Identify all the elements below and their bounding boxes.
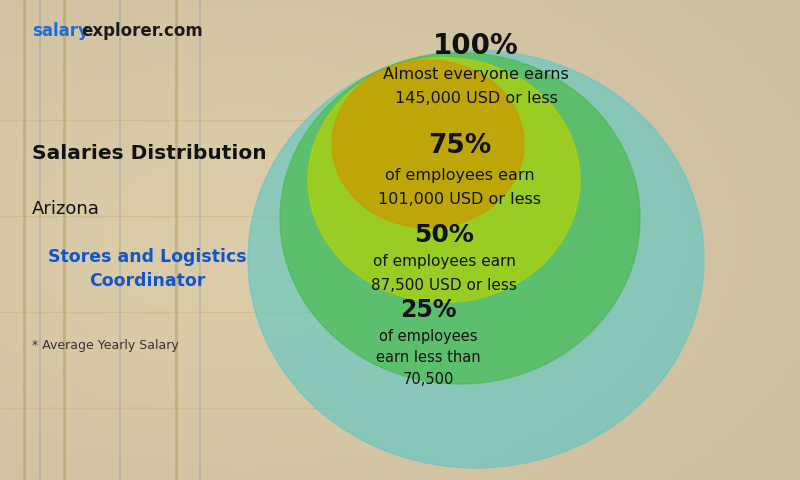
Text: earn less than: earn less than [376, 350, 480, 365]
Text: of employees earn: of employees earn [373, 254, 515, 269]
Text: 25%: 25% [400, 298, 456, 322]
Text: 101,000 USD or less: 101,000 USD or less [378, 192, 542, 207]
Text: Arizona: Arizona [32, 200, 100, 218]
Text: 75%: 75% [428, 133, 492, 159]
Text: 70,500: 70,500 [402, 372, 454, 387]
Ellipse shape [308, 58, 580, 302]
Text: 87,500 USD or less: 87,500 USD or less [371, 278, 517, 293]
Text: of employees: of employees [378, 328, 478, 344]
Ellipse shape [332, 60, 524, 228]
Text: Salaries Distribution: Salaries Distribution [32, 144, 266, 163]
Text: 100%: 100% [433, 32, 519, 60]
Text: 145,000 USD or less: 145,000 USD or less [394, 91, 558, 106]
Text: of employees earn: of employees earn [385, 168, 535, 183]
Text: salary: salary [32, 22, 89, 40]
Ellipse shape [248, 50, 704, 468]
Text: * Average Yearly Salary: * Average Yearly Salary [32, 339, 178, 352]
Text: explorer.com: explorer.com [82, 22, 203, 40]
Text: 50%: 50% [414, 223, 474, 247]
Text: Almost everyone earns: Almost everyone earns [383, 67, 569, 82]
Text: Stores and Logistics
Coordinator: Stores and Logistics Coordinator [48, 248, 246, 289]
Ellipse shape [280, 53, 640, 384]
